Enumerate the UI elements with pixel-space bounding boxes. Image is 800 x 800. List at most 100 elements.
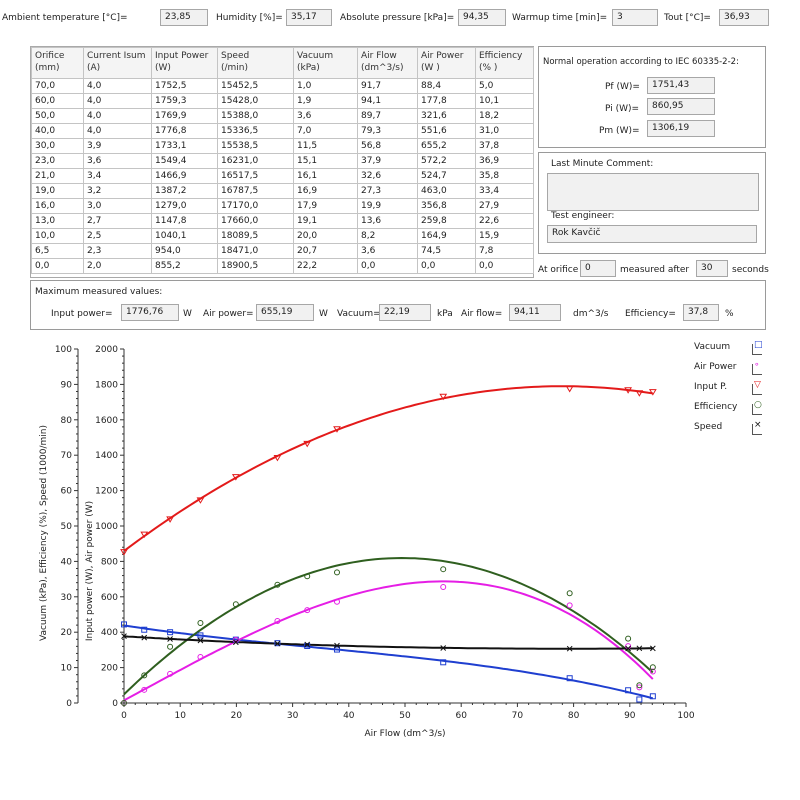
table-cell[interactable]: 32,6: [357, 168, 418, 184]
table-cell[interactable]: 321,6: [417, 108, 476, 124]
table-cell[interactable]: 524,7: [417, 168, 476, 184]
table-cell[interactable]: 4,0: [83, 123, 152, 139]
table-cell[interactable]: 10,1: [475, 93, 534, 109]
table-cell[interactable]: 0,0: [417, 258, 476, 274]
table-cell[interactable]: 164,9: [417, 228, 476, 244]
table-cell[interactable]: 88,4: [417, 78, 476, 94]
table-cell[interactable]: 56,8: [357, 138, 418, 154]
ambient-temperature-field[interactable]: 23,85: [160, 9, 208, 26]
table-cell[interactable]: 13,6: [357, 213, 418, 229]
table-cell[interactable]: 19,0: [31, 183, 84, 199]
pm-field[interactable]: 1306,19: [647, 120, 715, 137]
table-cell[interactable]: 15,9: [475, 228, 534, 244]
table-cell[interactable]: 23,0: [31, 153, 84, 169]
table-cell[interactable]: 4,0: [83, 93, 152, 109]
test-engineer-field[interactable]: Rok Kavčič: [547, 225, 757, 243]
table-cell[interactable]: 1769,9: [151, 108, 218, 124]
table-cell[interactable]: 3,6: [293, 108, 358, 124]
table-cell[interactable]: 22,2: [293, 258, 358, 274]
table-cell[interactable]: 3,4: [83, 168, 152, 184]
table-cell[interactable]: 31,0: [475, 123, 534, 139]
table-cell[interactable]: 2,7: [83, 213, 152, 229]
table-cell[interactable]: 37,9: [357, 153, 418, 169]
table-cell[interactable]: 16787,5: [217, 183, 294, 199]
table-cell[interactable]: 1279,0: [151, 198, 218, 214]
legend-item[interactable]: Efficiency: [694, 402, 737, 412]
table-row[interactable]: 50,0 4,0 1769,9 15388,0 3,6 89,7 321,6 18,2: [31, 108, 534, 124]
table-cell[interactable]: 1,0: [293, 78, 358, 94]
table-cell[interactable]: 18089,5: [217, 228, 294, 244]
max-vacuum-field[interactable]: 22,19: [379, 304, 431, 321]
table-cell[interactable]: 356,8: [417, 198, 476, 214]
table-cell[interactable]: 18471,0: [217, 243, 294, 259]
table-cell[interactable]: 37,8: [475, 138, 534, 154]
table-row[interactable]: 16,0 3,0 1279,0 17170,0 17,9 19,9 356,8 27,9: [31, 198, 534, 214]
at-orifice-field[interactable]: 0: [580, 260, 616, 277]
table-cell[interactable]: 16231,0: [217, 153, 294, 169]
table-cell[interactable]: 4,0: [83, 108, 152, 124]
table-cell[interactable]: 18900,5: [217, 258, 294, 274]
legend-item[interactable]: Input P.: [694, 382, 727, 392]
absolute-pressure-field[interactable]: 94,35: [458, 9, 506, 26]
table-row[interactable]: 23,0 3,6 1549,4 16231,0 15,1 37,9 572,2 36,9: [31, 153, 534, 169]
table-cell[interactable]: 40,0: [31, 123, 84, 139]
table-cell[interactable]: 1759,3: [151, 93, 218, 109]
table-cell[interactable]: 1147,8: [151, 213, 218, 229]
table-cell[interactable]: 20,7: [293, 243, 358, 259]
table-cell[interactable]: 91,7: [357, 78, 418, 94]
table-cell[interactable]: 655,2: [417, 138, 476, 154]
table-cell[interactable]: 17660,0: [217, 213, 294, 229]
pf-field[interactable]: 1751,43: [647, 77, 715, 94]
table-cell[interactable]: 1776,8: [151, 123, 218, 139]
table-cell[interactable]: 572,2: [417, 153, 476, 169]
max-efficiency-field[interactable]: 37,8: [683, 304, 719, 321]
warmup-time-field[interactable]: 3: [612, 9, 658, 26]
table-cell[interactable]: 94,1: [357, 93, 418, 109]
table-row[interactable]: 60,0 4,0 1759,3 15428,0 1,9 94,1 177,8 10,1: [31, 93, 534, 109]
table-cell[interactable]: 3,9: [83, 138, 152, 154]
table-cell[interactable]: 11,5: [293, 138, 358, 154]
table-cell[interactable]: 3,6: [357, 243, 418, 259]
column-header[interactable]: Current Isum (A): [83, 47, 152, 79]
table-cell[interactable]: 4,0: [83, 78, 152, 94]
table-cell[interactable]: 15452,5: [217, 78, 294, 94]
column-header[interactable]: Efficiency (% ): [475, 47, 534, 79]
table-cell[interactable]: 18,2: [475, 108, 534, 124]
table-cell[interactable]: 13,0: [31, 213, 84, 229]
table-cell[interactable]: 16,1: [293, 168, 358, 184]
humidity-field[interactable]: 35,17: [286, 9, 332, 26]
legend-item[interactable]: Vacuum: [694, 342, 730, 352]
table-cell[interactable]: 27,9: [475, 198, 534, 214]
table-cell[interactable]: 8,2: [357, 228, 418, 244]
table-cell[interactable]: 3,6: [83, 153, 152, 169]
comment-textarea[interactable]: [547, 173, 759, 211]
table-cell[interactable]: 7,0: [293, 123, 358, 139]
column-header[interactable]: Orifice (mm): [31, 47, 84, 79]
table-row[interactable]: 40,0 4,0 1776,8 15336,5 7,0 79,3 551,6 31,0: [31, 123, 534, 139]
table-row[interactable]: 13,0 2,7 1147,8 17660,0 19,1 13,6 259,8 22,6: [31, 213, 534, 229]
legend-item[interactable]: Speed: [694, 422, 722, 432]
table-cell[interactable]: 16,9: [293, 183, 358, 199]
table-row[interactable]: 70,0 4,0 1752,5 15452,5 1,0 91,7 88,4 5,0: [31, 78, 534, 94]
table-cell[interactable]: 35,8: [475, 168, 534, 184]
max-air-flow-field[interactable]: 94,11: [509, 304, 561, 321]
table-cell[interactable]: 551,6: [417, 123, 476, 139]
table-cell[interactable]: 21,0: [31, 168, 84, 184]
column-header[interactable]: Air Power (W ): [417, 47, 476, 79]
tout-field[interactable]: 36,93: [719, 9, 769, 26]
table-row[interactable]: 10,0 2,5 1040,1 18089,5 20,0 8,2 164,9 15,9: [31, 228, 534, 244]
column-header[interactable]: Input Power (W): [151, 47, 218, 79]
table-cell[interactable]: 2,0: [83, 258, 152, 274]
table-cell[interactable]: 17,9: [293, 198, 358, 214]
legend-item[interactable]: Air Power: [694, 362, 736, 372]
table-cell[interactable]: 5,0: [475, 78, 534, 94]
table-cell[interactable]: 1733,1: [151, 138, 218, 154]
table-cell[interactable]: 1752,5: [151, 78, 218, 94]
column-header[interactable]: Vacuum (kPa): [293, 47, 358, 79]
table-cell[interactable]: 15336,5: [217, 123, 294, 139]
table-cell[interactable]: 954,0: [151, 243, 218, 259]
table-cell[interactable]: 3,2: [83, 183, 152, 199]
table-cell[interactable]: 1040,1: [151, 228, 218, 244]
table-cell[interactable]: 2,3: [83, 243, 152, 259]
table-cell[interactable]: 1387,2: [151, 183, 218, 199]
